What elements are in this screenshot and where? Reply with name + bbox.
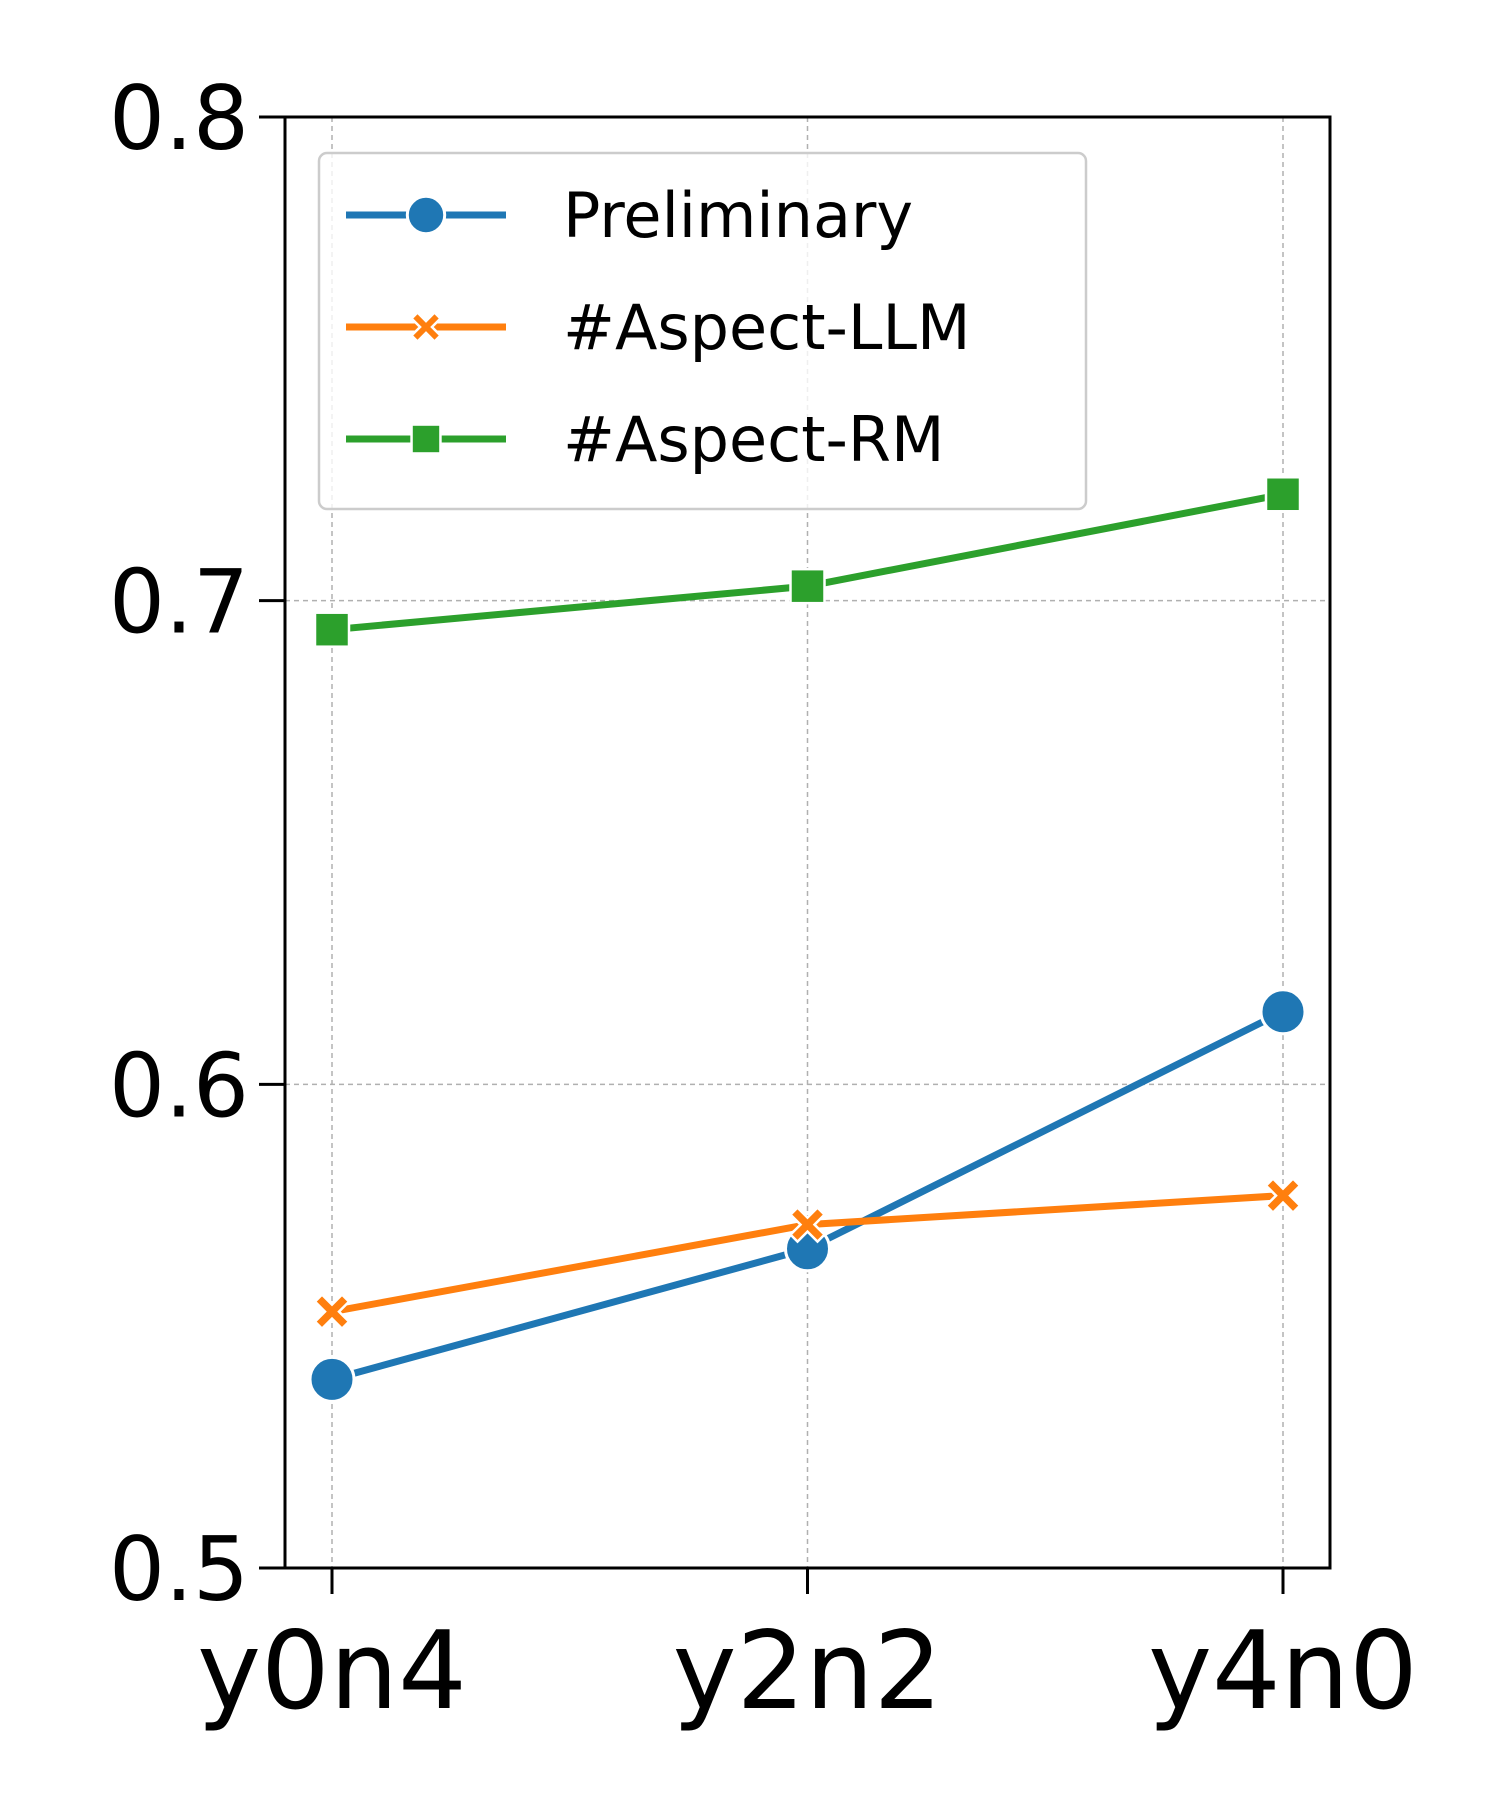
y-tick-label: 0.5 <box>109 1518 249 1621</box>
x-marker <box>788 1205 827 1244</box>
square-marker <box>313 611 351 648</box>
x-tick-label: y2n2 <box>673 1609 943 1734</box>
legend-label: #Aspect-LLM <box>563 291 971 364</box>
circle-marker <box>405 194 447 236</box>
y-axis: 0.5 0.6 0.7 0.8 <box>109 67 285 1621</box>
legend-entry: #Aspect-RM <box>346 403 945 476</box>
circle-marker <box>1259 988 1307 1036</box>
x-marker <box>313 1292 351 1331</box>
legend-entry: #Aspect-LLM <box>346 291 971 364</box>
x-marker <box>1264 1176 1302 1215</box>
x-marker <box>409 310 443 344</box>
y-tick-label: 0.8 <box>109 67 249 170</box>
square-marker <box>1264 476 1302 513</box>
legend-label: #Aspect-RM <box>563 403 945 476</box>
circle-marker <box>308 1355 356 1403</box>
legend-entry: Preliminary <box>346 179 913 252</box>
square-marker <box>410 423 442 455</box>
x-tick-label: y0n4 <box>197 1609 467 1734</box>
y-tick-label: 0.7 <box>109 551 249 654</box>
y-tick-label: 0.6 <box>109 1034 249 1137</box>
square-marker <box>789 567 826 605</box>
legend: Preliminary #Aspect-LLM #Aspect-RM <box>317 151 1088 511</box>
series-markers <box>308 476 1307 1403</box>
legend-box <box>317 151 1088 511</box>
x-axis: y0n4 y2n2 y4n0 <box>197 1568 1418 1734</box>
x-tick-label: y4n0 <box>1148 1609 1418 1734</box>
legend-label: Preliminary <box>563 179 913 252</box>
